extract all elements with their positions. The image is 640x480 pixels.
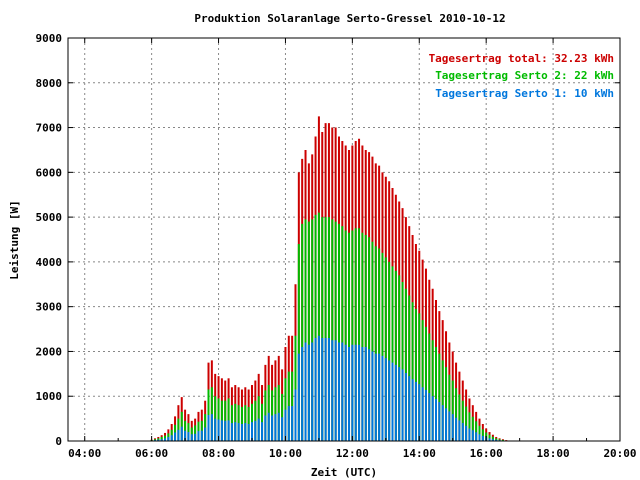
bar-series xyxy=(150,116,508,441)
x-tick-label: 12:00 xyxy=(336,447,369,460)
y-tick-label: 8000 xyxy=(36,77,63,90)
x-tick-label: 04:00 xyxy=(68,447,101,460)
x-tick-label: 08:00 xyxy=(202,447,235,460)
y-axis-label: Leistung [W] xyxy=(8,200,21,279)
y-tick-label: 5000 xyxy=(36,211,63,224)
series-serto-1 xyxy=(150,335,508,441)
x-tick-label: 10:00 xyxy=(269,447,302,460)
x-tick-label: 16:00 xyxy=(470,447,503,460)
y-tick-label: 9000 xyxy=(36,32,63,45)
plot-frame xyxy=(67,37,621,442)
y-tick-label: 1000 xyxy=(36,390,63,403)
legend-serto-1: Tagesertrag Serto 1: 10 kWh xyxy=(435,87,614,100)
y-tick-label: 0 xyxy=(55,435,62,448)
legend-total: Tagesertrag total: 32.23 kWh xyxy=(429,52,614,65)
x-tick-label: 14:00 xyxy=(403,447,436,460)
x-axis-label: Zeit (UTC) xyxy=(311,466,377,479)
y-tick-label: 2000 xyxy=(36,345,63,358)
y-tick-label: 7000 xyxy=(36,122,63,135)
x-tick-label: 20:00 xyxy=(603,447,636,460)
y-tick-label: 3000 xyxy=(36,301,63,314)
x-tick-label: 06:00 xyxy=(135,447,168,460)
legend-serto-2: Tagesertrag Serto 2: 22 kWh xyxy=(435,69,614,82)
x-tick-label: 18:00 xyxy=(537,447,570,460)
y-tick-label: 4000 xyxy=(36,256,63,269)
y-tick-label: 6000 xyxy=(36,166,63,179)
axis-ticks: 0 1000 2000 3000 4000 5000 6000 7000 8000 9000 04:… xyxy=(36,32,637,460)
chart-title: Produktion Solaranlage Serto-Gressel 201… xyxy=(194,12,505,25)
